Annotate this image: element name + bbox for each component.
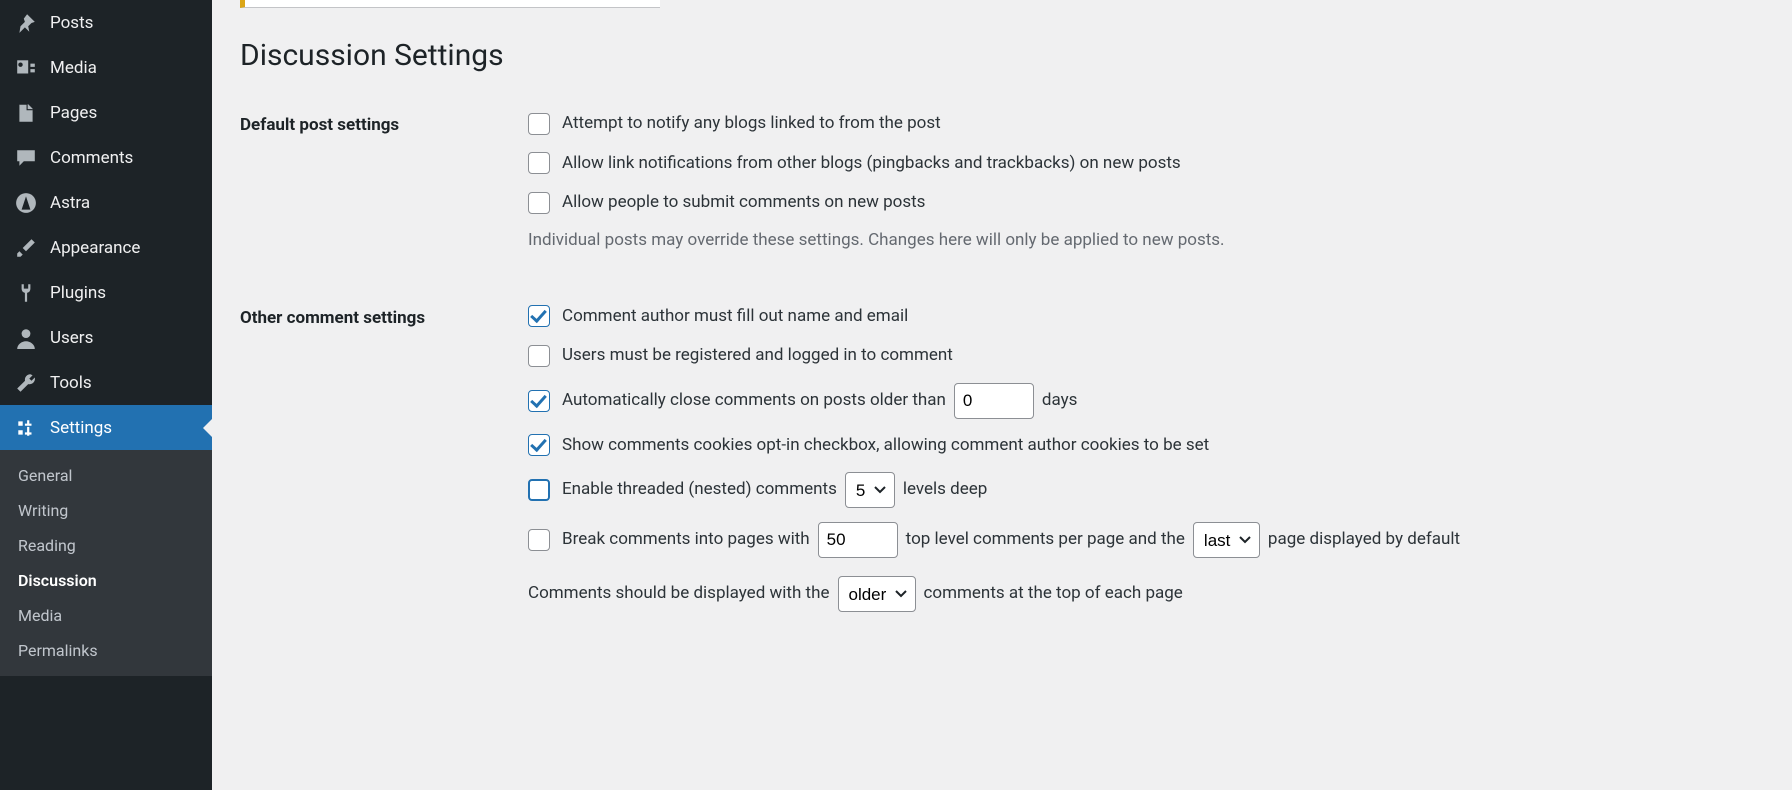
input-auto-close-days[interactable]	[954, 383, 1034, 419]
checkbox-require-name-email[interactable]	[528, 305, 550, 327]
opt-threaded: Enable threaded (nested) comments 5 leve…	[528, 472, 1762, 508]
pin-icon	[14, 11, 38, 35]
sidebar-item-media[interactable]: Media	[0, 45, 212, 90]
wrench-icon	[14, 371, 38, 395]
opt-label: Comments should be displayed with the	[528, 581, 830, 607]
opt-require-registration: Users must be registered and logged in t…	[528, 343, 1762, 369]
sidebar-item-label: Users	[50, 328, 93, 348]
opt-allow-pingbacks: Allow link notifications from other blog…	[528, 151, 1762, 177]
checkbox-paginate[interactable]	[528, 529, 550, 551]
opt-label: Users must be registered and logged in t…	[562, 343, 953, 369]
sidebar-item-label: Appearance	[50, 238, 140, 258]
sliders-icon	[14, 416, 38, 440]
checkbox-threaded[interactable]	[528, 479, 550, 501]
opt-notify-blogs: Attempt to notify any blogs linked to fr…	[528, 111, 1762, 137]
section-note: Individual posts may override these sett…	[528, 230, 1762, 250]
select-paginate-order[interactable]: last	[1193, 522, 1260, 558]
sidebar-item-appearance[interactable]: Appearance	[0, 225, 212, 270]
opt-paginate: Break comments into pages with top level…	[528, 522, 1762, 558]
user-icon	[14, 326, 38, 350]
submenu-item-writing[interactable]: Writing	[0, 493, 212, 528]
pages-icon	[14, 101, 38, 125]
checkbox-allow-pingbacks[interactable]	[528, 152, 550, 174]
sidebar-item-label: Comments	[50, 148, 133, 168]
submenu-item-discussion[interactable]: Discussion	[0, 563, 212, 598]
content-area: Discussion Settings Default post setting…	[212, 0, 1792, 790]
opt-label: top level comments per page and the	[906, 527, 1185, 553]
opt-label: Show comments cookies opt-in checkbox, a…	[562, 433, 1209, 459]
checkbox-auto-close[interactable]	[528, 390, 550, 412]
opt-label: Allow link notifications from other blog…	[562, 151, 1181, 177]
admin-sidebar: Posts Media Pages Comments Astra Appearance Pl…	[0, 0, 212, 790]
select-threaded-levels[interactable]: 5	[845, 472, 895, 508]
opt-label: Automatically close comments on posts ol…	[562, 388, 946, 414]
sidebar-item-posts[interactable]: Posts	[0, 0, 212, 45]
submenu-item-general[interactable]: General	[0, 458, 212, 493]
sidebar-item-pages[interactable]: Pages	[0, 90, 212, 135]
sidebar-item-label: Tools	[50, 373, 92, 393]
sidebar-item-label: Astra	[50, 193, 90, 213]
submenu-item-media[interactable]: Media	[0, 598, 212, 633]
page-title: Discussion Settings	[240, 38, 1762, 73]
input-paginate-per-page[interactable]	[818, 522, 898, 558]
sidebar-item-label: Posts	[50, 13, 93, 33]
sidebar-submenu: GeneralWritingReadingDiscussionMediaPerm…	[0, 450, 212, 676]
section-other-comment: Other comment settings Comment author mu…	[240, 304, 1762, 613]
sidebar-item-label: Settings	[50, 418, 112, 438]
opt-label: comments at the top of each page	[924, 581, 1183, 607]
checkbox-require-registration[interactable]	[528, 345, 550, 367]
checkbox-notify-blogs[interactable]	[528, 113, 550, 135]
opt-allow-comments: Allow people to submit comments on new p…	[528, 190, 1762, 216]
brush-icon	[14, 236, 38, 260]
astra-icon	[14, 191, 38, 215]
sidebar-item-users[interactable]: Users	[0, 315, 212, 360]
opt-label: days	[1042, 388, 1078, 414]
opt-label: Enable threaded (nested) comments	[562, 477, 837, 503]
opt-label: Comment author must fill out name and em…	[562, 304, 908, 330]
submenu-item-permalinks[interactable]: Permalinks	[0, 633, 212, 668]
sidebar-item-label: Plugins	[50, 283, 106, 303]
opt-show-cookies: Show comments cookies opt-in checkbox, a…	[528, 433, 1762, 459]
media-icon	[14, 56, 38, 80]
submenu-item-reading[interactable]: Reading	[0, 528, 212, 563]
sidebar-item-astra[interactable]: Astra	[0, 180, 212, 225]
sidebar-item-comments[interactable]: Comments	[0, 135, 212, 180]
comment-icon	[14, 146, 38, 170]
section-heading: Other comment settings	[240, 304, 528, 328]
opt-label: Break comments into pages with	[562, 527, 810, 553]
opt-label: Attempt to notify any blogs linked to fr…	[562, 111, 941, 137]
opt-label: page displayed by default	[1268, 527, 1460, 553]
sidebar-item-tools[interactable]: Tools	[0, 360, 212, 405]
plug-icon	[14, 281, 38, 305]
opt-label: levels deep	[903, 477, 987, 503]
opt-display-order: Comments should be displayed with the ol…	[528, 576, 1762, 612]
select-display-order[interactable]: older	[838, 576, 916, 612]
sidebar-item-settings[interactable]: Settings	[0, 405, 212, 450]
checkbox-allow-comments[interactable]	[528, 192, 550, 214]
opt-label: Allow people to submit comments on new p…	[562, 190, 925, 216]
sidebar-item-plugins[interactable]: Plugins	[0, 270, 212, 315]
checkbox-show-cookies[interactable]	[528, 434, 550, 456]
section-default-post: Default post settings Attempt to notify …	[240, 111, 1762, 250]
sidebar-item-label: Pages	[50, 103, 97, 123]
section-heading: Default post settings	[240, 111, 528, 135]
opt-require-name-email: Comment author must fill out name and em…	[528, 304, 1762, 330]
opt-auto-close: Automatically close comments on posts ol…	[528, 383, 1762, 419]
sidebar-item-label: Media	[50, 58, 97, 78]
